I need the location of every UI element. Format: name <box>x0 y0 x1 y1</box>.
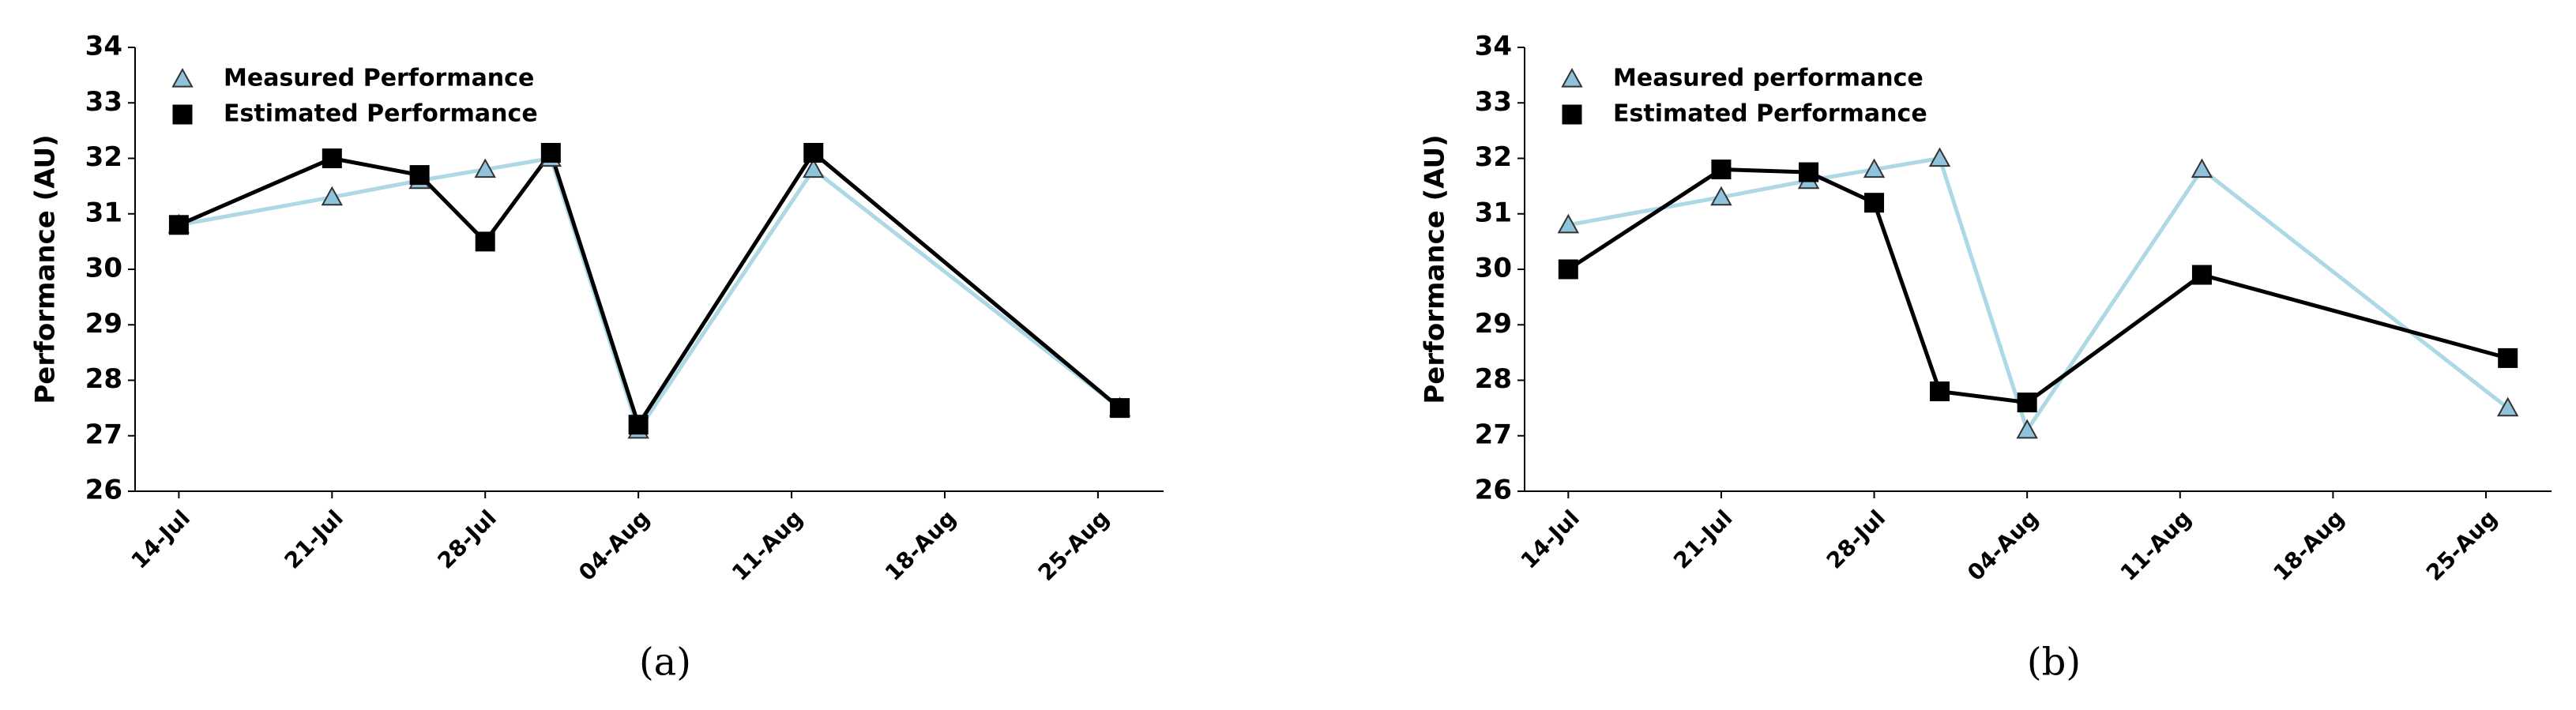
y-tick-label: 27 <box>1475 419 1512 450</box>
marker <box>475 231 495 252</box>
series-line <box>178 148 1122 430</box>
y-tick-label: 26 <box>1475 475 1512 506</box>
x-tick-label: 11-Aug <box>2115 505 2197 586</box>
legend-label: Measured Performance <box>224 65 534 92</box>
y-tick-label: 30 <box>1475 253 1512 284</box>
y-tick-label: 33 <box>85 86 122 118</box>
y-tick-label: 34 <box>1475 31 1512 62</box>
y-tick-label: 34 <box>85 31 122 62</box>
marker <box>2016 419 2038 439</box>
x-tick-label: 14-Jul <box>126 505 195 573</box>
y-tick-label: 29 <box>85 308 122 340</box>
y-axis-label: Performance (AU) <box>30 134 62 404</box>
y-tick-label: 26 <box>85 475 122 506</box>
marker <box>803 158 825 178</box>
x-tick-label: 04-Aug <box>1962 505 2044 586</box>
legend-marker <box>1561 67 1583 88</box>
y-axis-label: Performance (AU) <box>1420 134 1451 404</box>
marker <box>1864 193 1885 213</box>
x-tick-label: 28-Jul <box>1822 505 1890 573</box>
caption: (b) <box>2027 641 2081 685</box>
x-tick-label: 11-Aug <box>727 505 808 586</box>
marker <box>2191 158 2213 178</box>
y-tick-label: 27 <box>85 419 122 450</box>
marker <box>322 148 342 168</box>
marker <box>2191 265 2212 285</box>
marker <box>409 165 430 186</box>
series-line <box>1566 167 2509 405</box>
marker <box>540 142 561 163</box>
marker <box>321 186 344 206</box>
marker <box>1110 398 1130 419</box>
marker <box>1930 381 1950 402</box>
marker <box>1710 186 1732 206</box>
series-line <box>178 156 1122 435</box>
x-tick-label: 18-Aug <box>880 505 961 586</box>
marker <box>474 158 496 178</box>
marker <box>2496 396 2519 417</box>
marker <box>803 142 824 163</box>
marker <box>1863 158 1886 178</box>
x-tick-label: 21-Jul <box>1668 505 1737 573</box>
marker <box>1799 162 1819 182</box>
x-tick-label: 14-Jul <box>1516 505 1585 573</box>
legend-label: Estimated Performance <box>224 100 538 128</box>
y-tick-label: 32 <box>1475 141 1512 173</box>
y-tick-label: 32 <box>85 141 122 173</box>
y-tick-label: 31 <box>1475 197 1512 228</box>
marker <box>1557 213 1580 234</box>
marker <box>1711 160 1732 180</box>
y-tick-label: 33 <box>1475 86 1512 118</box>
legend-marker <box>171 67 194 88</box>
marker <box>168 215 189 235</box>
marker <box>628 415 649 435</box>
y-tick-label: 28 <box>1475 363 1512 395</box>
marker <box>2498 347 2518 368</box>
legend-marker <box>1562 104 1582 125</box>
legend-marker <box>172 104 193 125</box>
series-line <box>1567 156 2510 435</box>
x-tick-label: 18-Aug <box>2268 505 2349 586</box>
x-tick-label: 28-Jul <box>432 505 501 573</box>
y-tick-label: 29 <box>1475 308 1512 340</box>
legend-label: Estimated Performance <box>1613 100 1927 128</box>
legend-label: Measured performance <box>1613 65 1924 92</box>
marker <box>1558 259 1578 280</box>
y-tick-label: 30 <box>85 253 122 284</box>
marker <box>1928 147 1951 167</box>
x-tick-label: 25-Aug <box>1033 505 1115 586</box>
y-tick-label: 28 <box>85 363 122 395</box>
x-tick-label: 21-Jul <box>280 505 348 573</box>
y-tick-label: 31 <box>85 197 122 228</box>
marker <box>2017 393 2037 413</box>
caption: (a) <box>639 641 691 685</box>
x-tick-label: 25-Aug <box>2421 505 2503 586</box>
x-tick-label: 04-Aug <box>573 505 655 586</box>
